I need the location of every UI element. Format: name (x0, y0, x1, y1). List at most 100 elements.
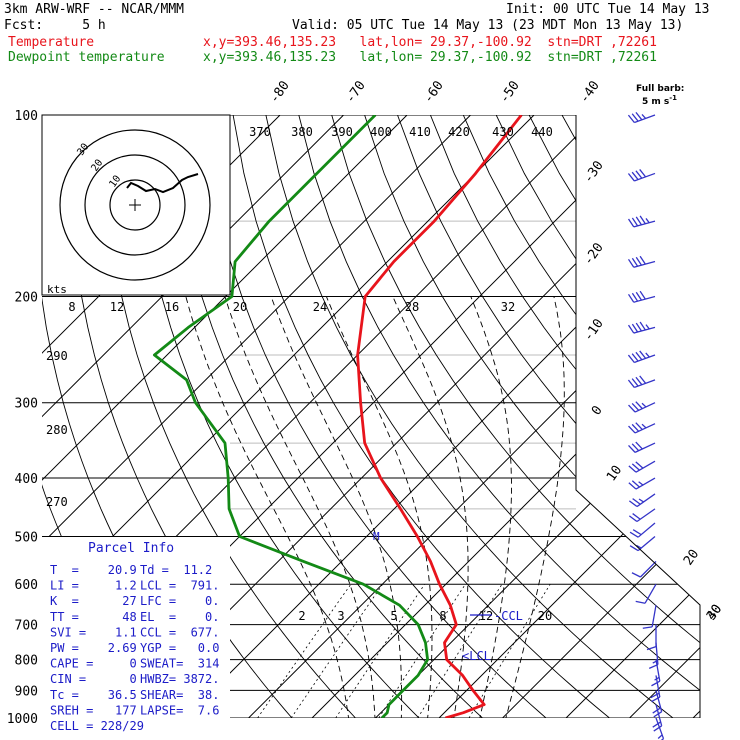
model-title: 3km ARW-WRF -- NCAR/MMM (4, 2, 185, 17)
speed-label: 24 (313, 300, 327, 314)
parcel-info-right: LCL = 791. (140, 579, 219, 593)
dry-adiabat (528, 115, 700, 718)
wind-barb (652, 690, 663, 718)
parcel-info-left: K = 27 (50, 594, 137, 608)
wind-barb-flag (629, 545, 639, 552)
wind-barb-flag (631, 402, 640, 411)
wind-barb-half (641, 423, 647, 429)
wind-barb-flag (639, 375, 647, 384)
isobar-label: 1000 (7, 712, 38, 727)
isotherm-label: 30 (704, 602, 725, 623)
wind-barb-flag (627, 218, 635, 228)
moist-adiabat (502, 296, 565, 718)
isobar-label: 800 (15, 654, 38, 669)
speed-label: 28 (405, 300, 419, 314)
wind-barb-flag (653, 725, 663, 732)
wind-barb-half (645, 218, 650, 224)
wind-barb-flag (628, 445, 636, 453)
wind-barb-flag (628, 425, 636, 434)
lcl-label: <LCL (462, 649, 491, 663)
theta-label: 290 (46, 349, 68, 363)
wind-barb-flag (631, 463, 640, 471)
mixing-ratio-label: 8 (439, 609, 446, 623)
moist-adiabat (224, 296, 376, 718)
wind-barb-flag (639, 255, 646, 265)
wind-barb-staff (635, 477, 656, 490)
wind-barb-staff (634, 354, 656, 364)
parcel-info-right: LAPSE= 7.6 (140, 703, 219, 717)
wind-barb-flag (635, 600, 646, 604)
wind-barb (627, 375, 656, 389)
isotherm-line (311, 115, 700, 718)
wind-barb (627, 215, 656, 228)
wind-barb (646, 624, 657, 651)
theta-label: 400 (370, 125, 392, 139)
isobar-label: 900 (15, 684, 38, 699)
wind-barb-half (638, 481, 644, 486)
mixing-ratio-label: 5 (390, 609, 397, 623)
isotherm-label: -20 (581, 240, 607, 268)
wind-barb-flag (627, 379, 635, 388)
isotherm-label: -60 (421, 78, 447, 106)
isotherm-label: -70 (343, 78, 369, 106)
isotherm-line (502, 115, 700, 718)
wind-barb-half (657, 734, 663, 739)
wind-barb-flag (635, 441, 643, 450)
hodograph-ring (59, 129, 211, 281)
dry-adiabat (495, 115, 700, 718)
dewpoint-location: x,y=393.46,135.23 lat,lon= 29.37,-100.92… (203, 50, 657, 65)
dry-adiabat (42, 115, 47, 718)
parcel-info-left: CELL = 228/29 (50, 719, 144, 733)
temperature-location: x,y=393.46,135.23 lat,lon= 29.37,-100.92… (203, 35, 657, 50)
theta-label: 280 (46, 423, 68, 437)
speed-label: 12 (110, 300, 124, 314)
wind-barb (642, 605, 657, 629)
isobar-label: 100 (15, 109, 38, 124)
speed-label: 32 (501, 300, 515, 314)
wind-barb-flag (635, 422, 643, 431)
dry-adiabat (199, 115, 562, 718)
wind-barb-flag (631, 443, 640, 452)
dry-adiabat (331, 115, 700, 718)
isotherm-line (42, 115, 535, 718)
speed-label: 16 (165, 300, 179, 314)
parcel-info-left: SVI = 1.1 (50, 625, 137, 639)
isotherm-line (42, 115, 344, 718)
wind-barb (627, 321, 656, 334)
wind-barb-flag (627, 354, 635, 363)
wind-barb-flag (639, 215, 646, 225)
wind-barb (628, 477, 656, 490)
isotherm-label: -50 (497, 78, 523, 106)
isotherm-label: 40 (704, 602, 725, 623)
parcel-info-right: Td = 11.2 (140, 563, 212, 577)
parcel-info-left: LI = 1.2 (50, 579, 137, 593)
forecast-hour: Fcst: 5 h (4, 18, 106, 33)
wind-barb-flag (631, 217, 639, 227)
wind-barb-staff (636, 493, 656, 508)
wind-barb-staff (637, 522, 656, 538)
wind-barb-flag (639, 290, 646, 300)
wind-barb-half (638, 498, 644, 503)
wind-barb-flag (635, 216, 643, 226)
wind-barb (631, 560, 657, 578)
wind-barb-flag (635, 170, 643, 179)
parcel-info-box (42, 537, 230, 718)
wind-barb-half (636, 544, 642, 549)
wind-barb-flag (635, 256, 643, 266)
theta-label: 390 (331, 125, 353, 139)
wind-barb-flag (632, 498, 641, 505)
wind-barb-staff (634, 379, 656, 389)
wind-barb-flag (635, 351, 643, 361)
wind-barb (627, 169, 656, 182)
wind-barb-half (645, 324, 650, 330)
wind-barb-staff (634, 114, 656, 124)
parcel-info-right: SHEAR= 38. (140, 688, 219, 702)
theta-label: 380 (291, 125, 313, 139)
wind-barb-flag (652, 707, 662, 714)
wind-barb (629, 535, 656, 552)
wind-barb-flag (639, 350, 647, 359)
hodograph-ring (109, 179, 161, 231)
speed-unit-label: kts (47, 283, 67, 296)
wind-barb-flag (627, 173, 635, 182)
wind-barb-flag (627, 114, 635, 123)
